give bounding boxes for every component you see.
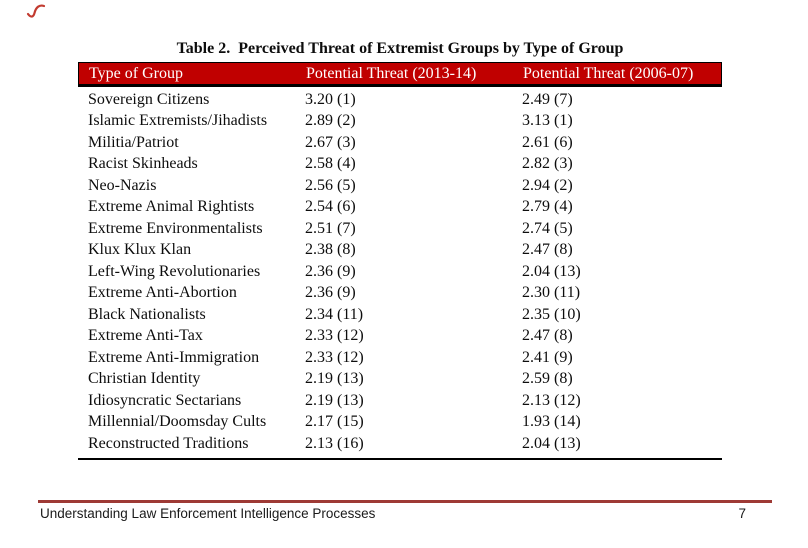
cell-threat-2013-14: 2.33 (12) xyxy=(305,327,364,345)
page-footer: Understanding Law Enforcement Intelligen… xyxy=(40,506,746,521)
cell-group: Sovereign Citizens xyxy=(88,90,210,108)
cell-threat-2013-14: 2.67 (3) xyxy=(305,133,356,151)
table-row: Extreme Anti-Abortion 2.36 (9) 2.30 (11) xyxy=(78,283,722,305)
cell-threat-2006-07: 2.59 (8) xyxy=(522,370,573,388)
cell-group: Christian Identity xyxy=(88,370,201,388)
table-row: Neo-Nazis 2.56 (5) 2.94 (2) xyxy=(78,175,722,197)
cell-threat-2006-07: 2.79 (4) xyxy=(522,198,573,216)
table-row: Left-Wing Revolutionaries 2.36 (9) 2.04 (1… xyxy=(78,261,722,283)
cell-group: Militia/Patriot xyxy=(88,133,179,151)
cell-group: Klux Klux Klan xyxy=(88,241,192,259)
table-row: Extreme Environmentalists 2.51 (7) 2.74 (5… xyxy=(78,218,722,240)
table-title: Table 2. Perceived Threat of Extremist G… xyxy=(176,40,624,57)
cell-threat-2013-14: 2.19 (13) xyxy=(305,391,364,409)
cell-group: Extreme Anti-Tax xyxy=(88,327,203,345)
column-header-threat-2006-07: Potential Threat (2006-07) xyxy=(523,64,694,82)
cell-group: Left-Wing Revolutionaries xyxy=(88,262,261,280)
cell-threat-2013-14: 2.19 (13) xyxy=(305,370,364,388)
table-row: Extreme Animal Rightists 2.54 (6) 2.79 (4) xyxy=(78,197,722,219)
table-row: Extreme Anti-Tax 2.33 (12) 2.47 (8) xyxy=(78,326,722,348)
cell-group: Extreme Anti-Immigration xyxy=(88,348,260,366)
cell-threat-2006-07: 2.13 (12) xyxy=(522,391,581,409)
cell-threat-2013-14: 2.34 (11) xyxy=(305,305,364,323)
cell-group: Neo-Nazis xyxy=(88,176,157,194)
cell-threat-2006-07: 2.04 (13) xyxy=(522,434,581,452)
cell-threat-2006-07: 2.49 (7) xyxy=(522,90,573,108)
cell-threat-2013-14: 2.36 (9) xyxy=(305,284,356,302)
table-row: Islamic Extremists/Jihadists 2.89 (2) 3.13… xyxy=(78,111,722,133)
column-header-threat-2013-14: Potential Threat (2013-14) xyxy=(306,64,477,82)
cell-threat-2006-07: 2.47 (8) xyxy=(522,327,573,345)
cell-threat-2006-07: 2.94 (2) xyxy=(522,176,573,194)
cell-threat-2013-14: 2.89 (2) xyxy=(305,112,356,130)
red-pen-mark-icon xyxy=(26,4,46,18)
cell-threat-2013-14: 2.13 (16) xyxy=(305,434,364,452)
cell-threat-2006-07: 2.35 (10) xyxy=(522,305,581,323)
table-row: Millennial/Doomsday Cults 2.17 (15) 1.93 (… xyxy=(78,412,722,434)
footer-rule xyxy=(38,500,772,503)
page-number: 7 xyxy=(738,506,746,521)
cell-group: Islamic Extremists/Jihadists xyxy=(88,112,268,130)
cell-threat-2013-14: 2.54 (6) xyxy=(305,198,356,216)
table-row: Militia/Patriot 2.67 (3) 2.61 (6) xyxy=(78,132,722,154)
table-row: Racist Skinheads 2.58 (4) 2.82 (3) xyxy=(78,154,722,176)
cell-threat-2006-07: 2.04 (13) xyxy=(522,262,581,280)
cell-threat-2006-07: 2.47 (8) xyxy=(522,241,573,259)
threat-table: Type of Group Potential Threat (2013-14)… xyxy=(78,62,722,460)
cell-group: Millennial/Doomsday Cults xyxy=(88,413,267,431)
cell-group: Extreme Environmentalists xyxy=(88,219,263,237)
table-row: Idiosyncratic Sectarians 2.19 (13) 2.13 (1… xyxy=(78,390,722,412)
cell-threat-2006-07: 2.30 (11) xyxy=(522,284,581,302)
footer-title: Understanding Law Enforcement Intelligen… xyxy=(40,506,376,521)
cell-threat-2013-14: 2.51 (7) xyxy=(305,219,356,237)
table-row: Christian Identity 2.19 (13) 2.59 (8) xyxy=(78,369,722,391)
column-header-type-of-group: Type of Group xyxy=(89,64,183,82)
cell-threat-2006-07: 2.41 (9) xyxy=(522,348,573,366)
table-row: Klux Klux Klan 2.38 (8) 2.47 (8) xyxy=(78,240,722,262)
cell-threat-2006-07: 3.13 (1) xyxy=(522,112,573,130)
table-row: Reconstructed Traditions 2.13 (16) 2.04 (1… xyxy=(78,433,722,455)
cell-group: Idiosyncratic Sectarians xyxy=(88,391,242,409)
table-body: Sovereign Citizens 3.20 (1) 2.49 (7) Islami… xyxy=(78,87,722,460)
cell-threat-2013-14: 2.36 (9) xyxy=(305,262,356,280)
cell-threat-2013-14: 2.17 (15) xyxy=(305,413,364,431)
cell-threat-2013-14: 2.33 (12) xyxy=(305,348,364,366)
cell-threat-2006-07: 1.93 (14) xyxy=(522,413,581,431)
cell-group: Extreme Animal Rightists xyxy=(88,198,255,216)
cell-threat-2006-07: 2.74 (5) xyxy=(522,219,573,237)
table-row: Black Nationalists 2.34 (11) 2.35 (10) xyxy=(78,304,722,326)
cell-group: Extreme Anti-Abortion xyxy=(88,284,237,302)
table-row: Extreme Anti-Immigration 2.33 (12) 2.41 (9… xyxy=(78,347,722,369)
table-row: Sovereign Citizens 3.20 (1) 2.49 (7) xyxy=(78,89,722,111)
cell-threat-2006-07: 2.61 (6) xyxy=(522,133,573,151)
cell-threat-2013-14: 2.58 (4) xyxy=(305,155,356,173)
cell-threat-2013-14: 2.56 (5) xyxy=(305,176,356,194)
cell-threat-2013-14: 2.38 (8) xyxy=(305,241,356,259)
cell-group: Racist Skinheads xyxy=(88,155,198,173)
table-header-row: Type of Group Potential Threat (2013-14)… xyxy=(78,62,722,87)
cell-threat-2013-14: 3.20 (1) xyxy=(305,90,356,108)
cell-group: Black Nationalists xyxy=(88,305,206,323)
cell-threat-2006-07: 2.82 (3) xyxy=(522,155,573,173)
cell-group: Reconstructed Traditions xyxy=(88,434,249,452)
